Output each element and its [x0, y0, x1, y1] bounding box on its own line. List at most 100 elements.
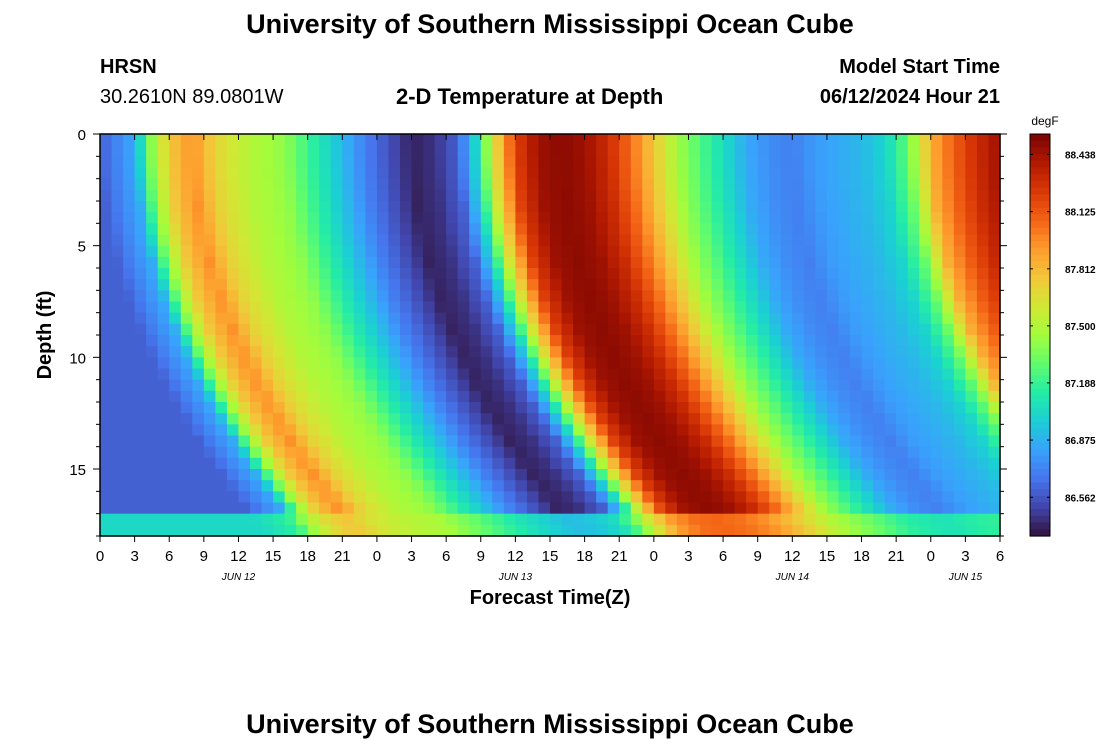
heatmap-cell — [584, 469, 597, 481]
heatmap-cell — [457, 457, 470, 470]
heatmap-cell — [503, 402, 516, 414]
colorbar-swatch — [1030, 415, 1050, 423]
heatmap-cell — [919, 335, 932, 347]
heatmap-cell — [573, 301, 586, 314]
heatmap-cell — [423, 457, 436, 470]
heatmap-cell — [584, 268, 597, 280]
heatmap-cell — [676, 156, 690, 169]
heatmap-cell — [642, 256, 655, 269]
heatmap-cell — [353, 201, 366, 213]
heatmap-cell — [330, 290, 343, 303]
heatmap-cell — [769, 323, 782, 336]
heatmap-cell — [988, 491, 1001, 504]
heatmap-cell — [238, 145, 251, 157]
heatmap-cell — [180, 390, 193, 403]
heatmap-cell — [942, 435, 955, 448]
heatmap-cell — [780, 234, 793, 247]
heatmap-cell — [630, 312, 643, 325]
heatmap-cell — [792, 413, 805, 425]
heatmap-cell — [134, 402, 147, 414]
heatmap-cell — [607, 502, 620, 515]
heatmap-cell — [861, 390, 874, 403]
heatmap-cell — [769, 413, 782, 425]
heatmap-cell — [111, 156, 124, 169]
heatmap-cell — [134, 335, 147, 347]
heatmap-cell — [226, 346, 240, 358]
heatmap-cell — [261, 524, 274, 537]
heatmap-cell — [942, 402, 955, 414]
heatmap-cell — [596, 524, 609, 537]
heatmap-cell — [238, 379, 251, 392]
heatmap-cell — [480, 256, 493, 269]
heatmap-cell — [550, 390, 563, 403]
heatmap-cell — [515, 502, 528, 515]
heatmap-cell — [642, 457, 655, 470]
heatmap-cell — [550, 469, 563, 481]
heatmap-cell — [203, 212, 216, 224]
heatmap-cell — [307, 223, 320, 236]
heatmap-cell — [723, 312, 736, 325]
heatmap-cell — [550, 480, 563, 492]
heatmap-cell — [803, 368, 816, 381]
heatmap-cell — [296, 446, 309, 459]
heatmap-cell — [619, 323, 632, 336]
heatmap-cell — [665, 156, 678, 169]
heatmap-cell — [319, 167, 332, 180]
heatmap-cell — [942, 379, 955, 392]
heatmap-cell — [584, 513, 597, 526]
heatmap-cell — [896, 178, 909, 191]
heatmap-cell — [700, 223, 713, 236]
heatmap-cell — [180, 413, 193, 425]
heatmap-cell — [388, 435, 401, 448]
heatmap-cell — [434, 201, 447, 213]
heatmap-cell — [411, 167, 424, 180]
heatmap-cell — [192, 413, 205, 425]
heatmap-cell — [503, 446, 516, 459]
heatmap-cell — [965, 212, 978, 224]
heatmap-cell — [976, 234, 990, 247]
heatmap-cell — [976, 145, 990, 157]
heatmap-cell — [630, 346, 643, 358]
heatmap-cell — [815, 189, 828, 202]
heatmap-cell — [319, 256, 332, 269]
heatmap-cell — [919, 457, 932, 470]
heatmap-cell — [146, 446, 159, 459]
heatmap-cell — [653, 357, 666, 370]
heatmap-cell — [988, 323, 1001, 336]
heatmap-cell — [250, 245, 263, 258]
heatmap-cell — [423, 212, 436, 224]
heatmap-cell — [307, 513, 320, 526]
heatmap-cell — [203, 379, 216, 392]
heatmap-cell — [192, 167, 205, 180]
heatmap-cell — [607, 290, 620, 303]
heatmap-cell — [838, 368, 851, 381]
heatmap-cell — [192, 446, 205, 459]
heatmap-cell — [515, 446, 528, 459]
model-start-time: 06/12/2024 Hour 21 — [819, 86, 1000, 108]
heatmap-cell — [942, 502, 955, 515]
heatmap-cell — [273, 323, 286, 336]
heatmap-cell — [653, 290, 666, 303]
heatmap-cell — [226, 379, 240, 392]
heatmap-cell — [157, 201, 170, 213]
heatmap-cell — [134, 491, 147, 504]
heatmap-cell — [526, 223, 540, 236]
heatmap-cell — [942, 469, 955, 481]
heatmap-cell — [261, 491, 274, 504]
heatmap-cell — [769, 268, 782, 280]
heatmap-cell — [653, 480, 666, 492]
heatmap-cell — [688, 469, 701, 481]
heatmap-cell — [550, 323, 563, 336]
heatmap-cell — [873, 457, 886, 470]
heatmap-cell — [780, 178, 793, 191]
heatmap-cell — [353, 513, 366, 526]
heatmap-cell — [988, 402, 1001, 414]
heatmap-cell — [976, 134, 990, 146]
heatmap-cell — [515, 290, 528, 303]
heatmap-cell — [169, 134, 182, 146]
heatmap-cell — [734, 256, 747, 269]
heatmap-cell — [676, 279, 690, 291]
heatmap-cell — [169, 268, 182, 280]
heatmap-cell — [146, 346, 159, 358]
heatmap-cell — [111, 312, 124, 325]
